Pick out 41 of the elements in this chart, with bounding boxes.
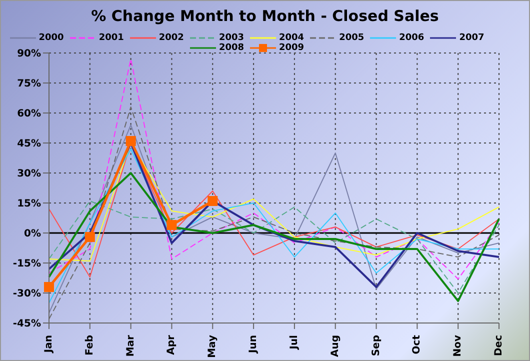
legend-label: 2007 (459, 33, 484, 43)
y-tick-label: -15% (12, 258, 41, 270)
x-tick-label: Dec (494, 334, 504, 356)
y-tick-label: 75% (17, 78, 41, 90)
x-tick-label: Jul (288, 335, 300, 350)
legend-label: 2006 (399, 33, 424, 43)
point (44, 282, 54, 292)
legend-label: 2009 (279, 43, 304, 53)
x-tick-label: Jan (44, 335, 54, 354)
legend-label: 2002 (158, 33, 184, 43)
point (84, 232, 95, 242)
x-tick-label: May (207, 334, 218, 358)
chart-title: % Change Month to Month - Closed Sales (90, 7, 440, 27)
x-tick-label: Nov (452, 334, 464, 357)
legend-label: 2003 (218, 33, 244, 43)
y-tick-label: -30% (12, 288, 41, 300)
x-tick-label: Feb (84, 335, 96, 356)
point (126, 136, 136, 146)
y-tick-label: 0% (24, 228, 41, 240)
y-tick-label: -45% (12, 318, 41, 330)
line-series (48, 200, 500, 294)
line-series (48, 58, 500, 280)
legend-label: 2000 (38, 33, 64, 43)
point (166, 220, 177, 230)
x-tick-label: Sep (370, 335, 382, 356)
x-tick-label: Apr (166, 334, 178, 355)
point (208, 196, 218, 206)
legend-label: 2008 (218, 43, 244, 53)
x-tick-label: Oct (412, 334, 423, 354)
y-tick-label: 15% (17, 198, 41, 210)
legend-label: 2004 (279, 33, 304, 43)
y-tick-label: 30% (17, 168, 41, 180)
x-tick-label: Mar (125, 334, 136, 357)
legend-label: 2005 (339, 33, 364, 43)
y-tick-label: 60% (17, 108, 41, 120)
legend-label: 2001 (98, 33, 124, 43)
y-tick-label: 90% (17, 48, 41, 60)
x-tick-label: Jun (248, 335, 260, 354)
x-tick-label: Aug (330, 335, 341, 358)
line-series (48, 172, 500, 302)
y-tick-label: 45% (17, 138, 41, 150)
